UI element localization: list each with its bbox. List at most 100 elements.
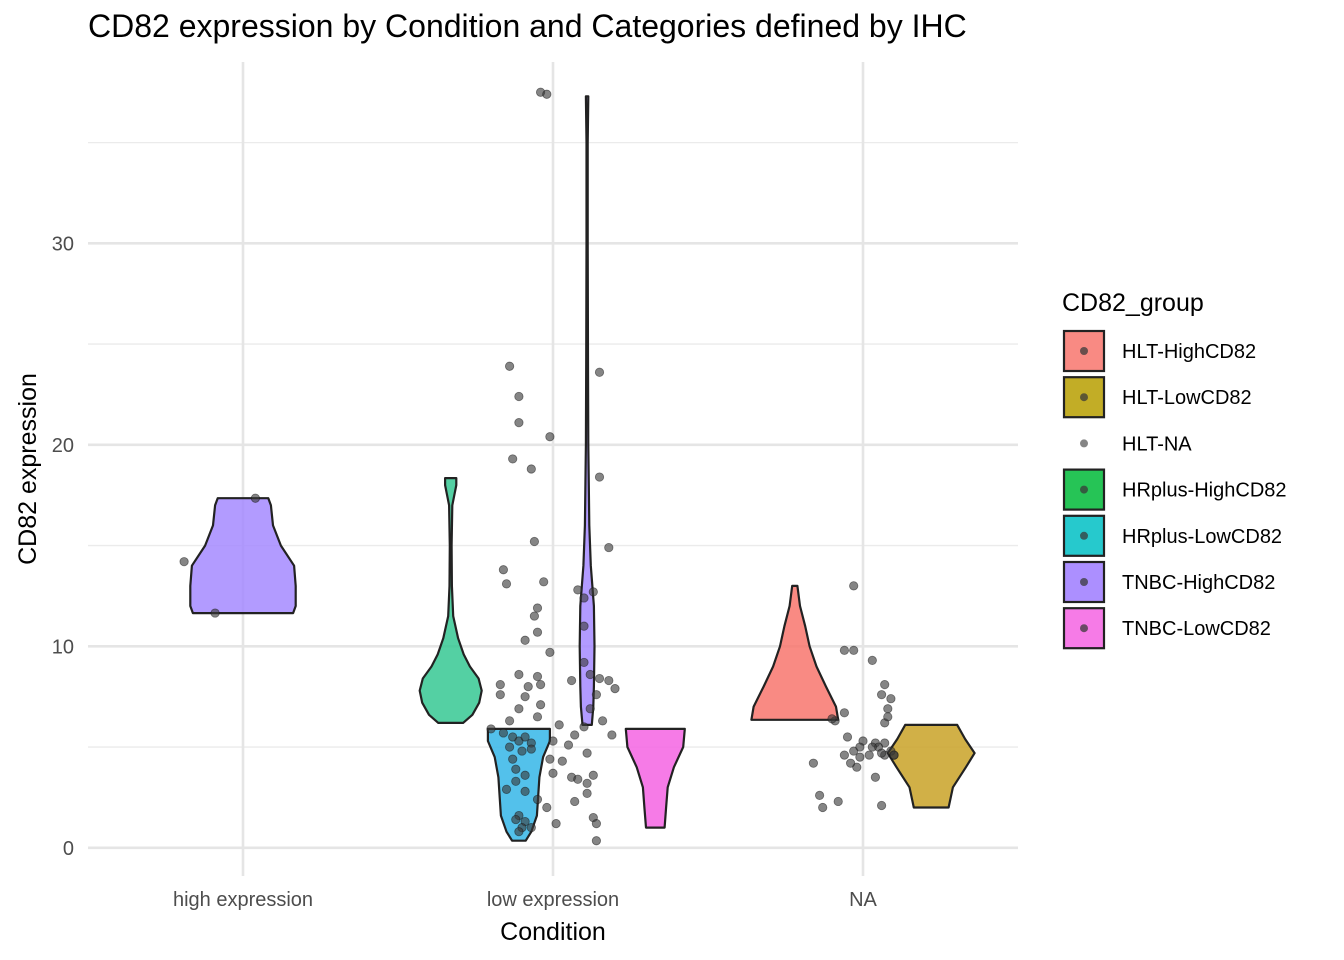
legend-key-hlt-lowcd82 [1062,376,1106,419]
axes: 0 10 20 30 high expression low expression NA Co… [14,233,878,946]
data-point [579,593,589,603]
data-point [514,418,524,428]
data-point [250,493,260,503]
data-point [604,675,614,686]
legend-point [1080,624,1088,633]
data-point [610,684,620,694]
data-point [867,742,877,752]
data-point [514,391,524,402]
data-point [842,732,853,742]
data-point [504,716,515,726]
legend-swatch [1062,329,1106,373]
data-point [526,823,536,833]
data-point [579,621,589,631]
data-point [548,736,558,746]
data-point [542,802,552,813]
data-point [545,754,555,764]
data-point [585,669,595,680]
data-point [554,720,564,730]
data-point [532,794,543,805]
data-point [855,742,865,752]
data-point [535,679,546,690]
data-point [883,704,893,714]
violin-tnbc-highcd82-low-expression [578,95,596,726]
data-point [563,740,574,750]
legend-key-hlt-highcd82 [1062,329,1106,373]
legend-title: CD82_group [1062,289,1204,317]
data-point [529,611,540,621]
legend-label: HLT-NA [1122,433,1192,455]
legend-label: HLT-HighCD82 [1122,341,1256,363]
data-point [573,774,583,784]
data-point [827,714,837,724]
chart-title: CD82 expression by Condition and Categor… [88,8,967,44]
data-point [594,367,605,377]
legend-point [1080,531,1088,540]
data-point [520,770,530,780]
data-point [504,742,515,752]
data-point [876,800,887,811]
y-tick-label: 0 [63,838,74,860]
data-point [498,565,508,575]
data-point [520,635,530,645]
legend-label: TNBC-LowCD82 [1122,618,1271,640]
data-point [839,708,850,718]
data-point [523,682,533,692]
data-point [511,814,521,825]
legend-key-tnbc-lowcd82 [1062,607,1106,650]
data-point [591,819,602,829]
data-point [504,361,515,371]
data-point [520,786,530,796]
legend-label: TNBC-HighCD82 [1122,572,1275,594]
data-point [880,679,890,690]
y-tick-label: 30 [52,233,74,255]
legend-label: HLT-LowCD82 [1122,387,1252,409]
data-point [532,627,543,637]
legend-point [1080,393,1088,402]
data-point [849,645,859,655]
data-point [514,669,524,680]
data-point [210,608,220,618]
data-point [532,603,543,613]
legend-swatch [1062,560,1106,604]
legend-point [1080,578,1088,586]
x-tick-label: NA [849,889,877,911]
violin-tnbc-lowcd82-low-expression [624,727,686,829]
data-point [526,744,536,754]
data-point [508,754,518,764]
x-tick-label: low expression [487,889,619,911]
data-point [520,732,530,742]
data-point [814,790,825,801]
data-point [582,788,592,798]
data-point [588,587,598,597]
data-point [855,752,865,762]
y-axis-title: CD82 expression [14,373,42,565]
data-point [508,454,518,464]
data-point [179,557,189,567]
violins [189,95,976,842]
violin-hrplus-lowcd82-low-expression [486,727,551,842]
data-point [591,836,602,846]
data-point [498,728,508,738]
jitter-points [179,87,899,846]
data-point [845,758,856,768]
data-point [839,645,850,655]
data-point [535,700,546,710]
data-point [539,577,549,587]
x-axis-title: Condition [500,918,606,946]
x-tick-label: high expression [173,889,313,911]
data-point [867,655,877,666]
data-point [511,764,521,774]
violin-hlt-highcd82-na [750,584,840,721]
legend-key-tnbc-highcd82 [1062,560,1106,604]
data-point [517,746,527,756]
data-point [526,464,536,474]
data-point [582,748,592,758]
data-point [889,750,899,760]
data-point [514,827,524,837]
data-point [511,776,521,786]
data-point [582,778,592,788]
data-point [551,819,561,829]
data-point [545,432,555,442]
data-point [607,730,617,740]
